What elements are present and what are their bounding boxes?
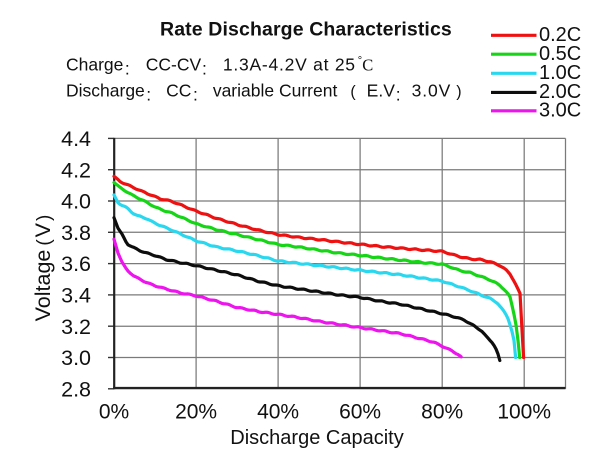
- svg-text:20%: 20%: [175, 401, 217, 424]
- svg-text:0.5C: 0.5C: [539, 43, 581, 65]
- svg-text:3.2: 3.2: [61, 315, 91, 339]
- svg-text:100%: 100%: [497, 401, 551, 424]
- svg-text:3.8: 3.8: [61, 221, 91, 245]
- svg-text:60%: 60%: [339, 401, 381, 424]
- svg-text:Voltage(V): Voltage(V): [31, 215, 55, 322]
- svg-text:80%: 80%: [421, 401, 463, 424]
- svg-text:3.0C: 3.0C: [539, 100, 581, 122]
- svg-text:3.4: 3.4: [61, 284, 91, 308]
- svg-text:0.2C: 0.2C: [539, 24, 581, 46]
- svg-text:40%: 40%: [257, 401, 299, 424]
- svg-text:4.4: 4.4: [61, 127, 91, 151]
- svg-text:2.0C: 2.0C: [539, 81, 581, 103]
- svg-text:Discharge Capacity: Discharge Capacity: [230, 427, 403, 449]
- svg-text:2.8: 2.8: [61, 377, 91, 401]
- svg-text:4.0: 4.0: [61, 190, 91, 214]
- svg-text:4.2: 4.2: [61, 158, 91, 182]
- svg-text:Rate Discharge Characteristics: Rate Discharge Characteristics: [160, 19, 452, 41]
- svg-text:0%: 0%: [99, 401, 129, 424]
- svg-text:3.0: 3.0: [61, 346, 91, 370]
- svg-text:3.6: 3.6: [61, 252, 91, 276]
- svg-text:1.0C: 1.0C: [539, 62, 581, 84]
